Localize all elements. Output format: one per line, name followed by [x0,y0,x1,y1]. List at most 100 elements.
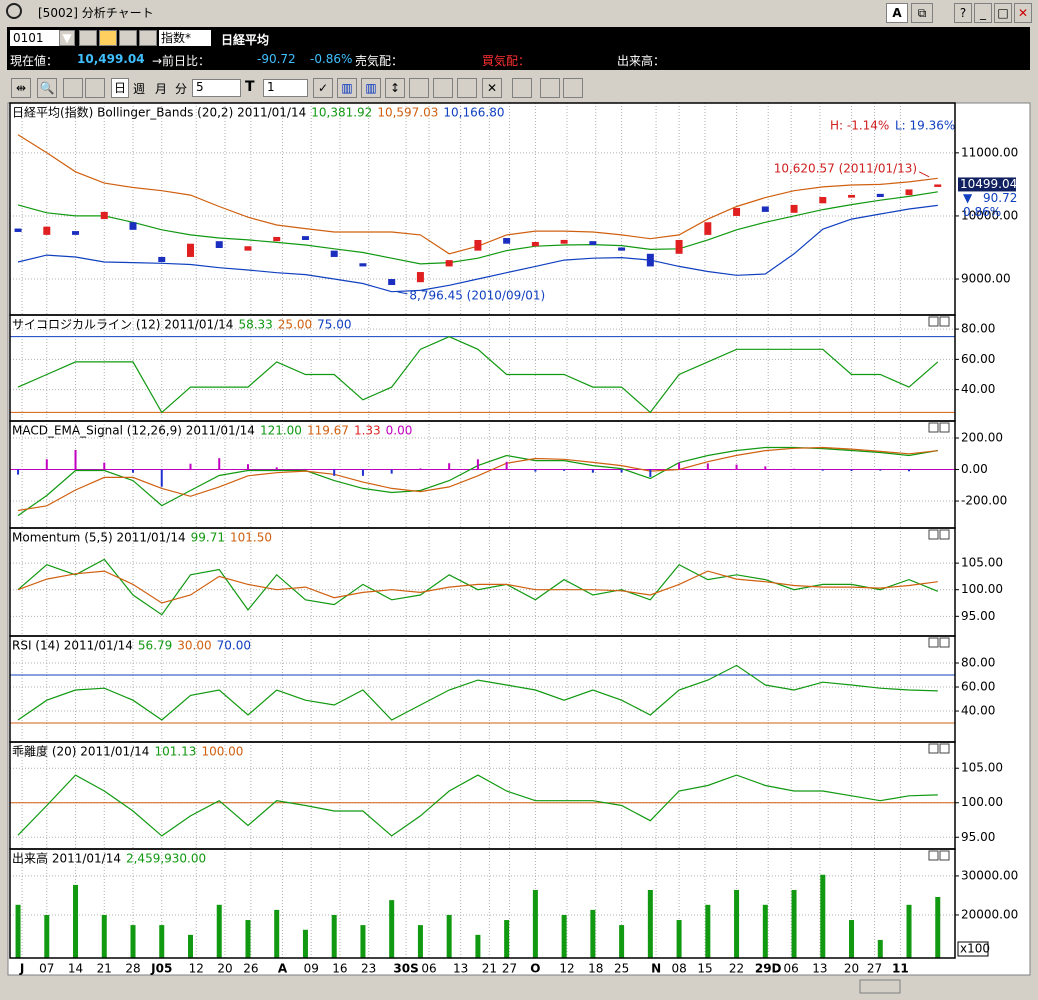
scrollbar[interactable] [8,978,1030,996]
tool-button[interactable]: ✓ [313,78,333,98]
tool-button[interactable]: ▥ [361,78,381,98]
panel-minimize[interactable] [928,529,939,540]
tick-label: T [245,79,255,95]
y-tick-label: 60.00 [961,352,995,366]
panel-close[interactable] [939,743,950,754]
candle-body [100,211,108,220]
minimize-button[interactable]: _ [974,3,992,23]
candle-body [388,279,396,286]
volume-bar [504,920,510,958]
tool-button[interactable]: ▥ [337,78,357,98]
panel-close[interactable] [939,422,950,433]
font-button[interactable]: A [886,3,908,23]
panel: -200.00 0.00 200.00 MACD_EMA_Signal (12,26,… [9,420,1007,529]
tool-button[interactable] [540,78,560,98]
scroll-thumb[interactable] [859,979,901,994]
tool-button[interactable] [63,78,83,98]
y-tick-label: 80.00 [961,322,995,336]
window-title: [5002] 分析チャート [38,6,154,20]
candle-body [905,189,913,196]
candle-body [129,222,137,230]
price-value: 10,499.04 [77,52,145,66]
tool-button[interactable] [433,78,453,98]
toolbar: ⇹ 🔍 日 週 月 分 5 T 1 ✓ ▥ ▥ ↕ ✕ [7,76,1030,100]
candle-body [330,250,338,257]
tool-button[interactable] [457,78,477,98]
tick-select[interactable]: 1 [263,79,308,97]
instrument-name: 日経平均 [221,33,270,47]
y-tick-label: 105.00 [961,761,1003,775]
extreme-annotation: 10,620.57 (2011/01/13) [774,161,917,175]
volume-bar [44,914,50,958]
tool-button[interactable] [563,78,583,98]
legend-value: 101.13 [154,745,196,759]
tool-button[interactable] [409,78,429,98]
change-marker: ▼ [963,191,973,205]
volume-bar [15,904,21,958]
panel-minimize[interactable] [928,637,939,648]
panel-title: RSI (14) 2011/01/14 [12,639,133,653]
candle-body [244,246,252,251]
period-button[interactable]: 日 [111,78,129,98]
legend-value: 58.33 [238,318,272,332]
legend-value: 10,381.92 [311,106,372,120]
x-tick-label: 25 [614,962,629,976]
x-tick-label: 15 [697,962,712,976]
x-tick-label: 30S [393,962,418,976]
panel-minimize[interactable] [928,743,939,754]
panel-close[interactable] [939,637,950,648]
panel-close[interactable] [939,316,950,327]
volume-bar [446,914,452,958]
period-button[interactable]: 月 [155,82,168,96]
minutes-select[interactable]: 5 [192,79,241,97]
tool-button[interactable]: ⇹ [11,78,31,98]
dropdown-button[interactable]: ▼ [59,30,75,46]
volume-bar [619,925,625,958]
x-tick-label: 08 [671,962,686,976]
x-tick-label: 27 [867,962,882,976]
delete-button[interactable]: ✕ [482,78,502,98]
volume-bar [159,925,165,958]
y-tick-label: 9000.00 [961,272,1011,286]
tool-button[interactable] [85,78,105,98]
tool-button[interactable] [512,78,532,98]
panel-minimize[interactable] [928,422,939,433]
help-button[interactable]: ? [954,3,972,23]
close-button[interactable]: ✕ [1014,3,1032,23]
tool-button[interactable]: ↕ [385,78,405,98]
series-line [17,446,938,512]
panel: 40.00 60.00 80.00 RSI (14) 2011/01/14 56.79 3… [9,635,995,743]
copy-button[interactable]: ⧉ [911,3,933,23]
maximize-button[interactable]: □ [994,3,1012,23]
x-tick-label: 06 [784,962,799,976]
volume-bar [302,929,308,958]
panel-title: 日経平均(指数) Bollinger_Bands (20,2) 2011/01/… [12,105,306,120]
x-tick-label: 11 [892,962,909,976]
panel-close[interactable] [939,529,950,540]
tool-button[interactable] [99,30,117,46]
x-tick-label: 21 [97,962,112,976]
index-select[interactable]: 指数* [159,30,211,46]
panel-minimize[interactable] [928,850,939,861]
tool-button[interactable] [79,30,97,46]
panel-title: MACD_EMA_Signal (12,26,9) 2011/01/14 [12,424,255,438]
x-tick-label: 06 [421,962,436,976]
tool-button[interactable] [139,30,157,46]
extreme-annotation: 8,796.45 (2010/09/01) [409,288,545,302]
x-tick-label: J [19,962,24,976]
tool-button[interactable] [119,30,137,46]
code-input[interactable]: 0101 [10,30,63,46]
volume-bar [417,925,423,958]
zoom-button[interactable]: 🔍 [37,78,57,98]
panel-close[interactable] [939,850,950,861]
y-tick-label: 11000.00 [961,145,1018,159]
series-line [17,558,939,616]
period-button[interactable]: 分 [175,82,188,96]
panel-minimize[interactable] [928,316,939,327]
volume-bar [561,914,567,958]
volume-bar [906,904,912,958]
panel: 9000.00 10000.00 11000.00 H: -1.14% L: 19.36… [9,102,1018,316]
candle-body [790,204,798,213]
volume-bar [360,925,366,958]
period-button[interactable]: 週 [133,82,146,96]
